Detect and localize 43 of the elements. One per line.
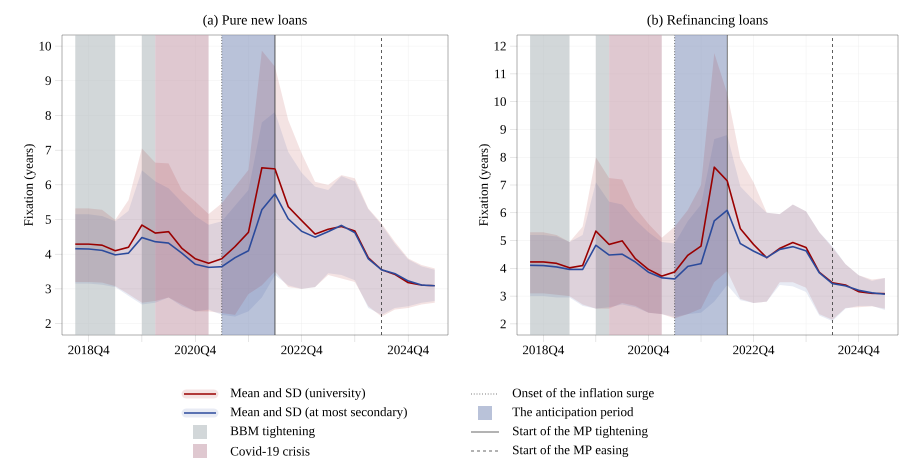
chart-title: (a) Pure new loans bbox=[203, 14, 307, 28]
y-tick-label: 7 bbox=[500, 180, 506, 190]
y-tick-label: 10 bbox=[40, 42, 52, 50]
legend-label: Onset of the inflation surge bbox=[512, 388, 654, 400]
legend-label: Start of the MP easing bbox=[513, 445, 628, 457]
y-tick-label: 6 bbox=[500, 208, 506, 218]
chart-title: (b) Refinancing loans bbox=[647, 14, 768, 28]
y-axis-title: Fixation (years) bbox=[478, 144, 491, 226]
y-tick-label: 12 bbox=[494, 42, 506, 50]
x-tick-label: 2020Q4 bbox=[628, 346, 670, 356]
x-tick-label: 2024Q4 bbox=[838, 346, 880, 356]
y-tick-label: 9 bbox=[45, 76, 51, 86]
y-tick-label: 10 bbox=[494, 97, 506, 106]
legend-label: Covid-19 crisis bbox=[230, 446, 310, 456]
y-tick-label: 8 bbox=[500, 152, 506, 162]
line-series bbox=[74, 193, 436, 287]
x-tick-label: 2022Q4 bbox=[281, 346, 322, 356]
y-tick-label: 7 bbox=[46, 146, 52, 154]
y-tick-label: 6 bbox=[46, 180, 52, 190]
x-tick-label: 2018Q4 bbox=[522, 346, 564, 356]
y-axis-title: Fixation (years) bbox=[24, 144, 36, 226]
legend-label: BBM tightening bbox=[230, 426, 315, 438]
y-tick-label: 9 bbox=[500, 125, 506, 134]
y-tick-label: 8 bbox=[46, 111, 52, 120]
x-tick-label: 2024Q4 bbox=[388, 346, 429, 356]
y-tick-label: 11 bbox=[495, 70, 506, 78]
y-tick-label: 2 bbox=[500, 320, 506, 328]
x-tick-label: 2020Q4 bbox=[174, 346, 216, 356]
y-tick-label: 4 bbox=[45, 250, 52, 258]
y-tick-label: 3 bbox=[46, 284, 51, 294]
x-tick-label: 2018Q4 bbox=[68, 346, 110, 356]
y-tick-label: 4 bbox=[500, 264, 506, 273]
legend-label: Mean and SD (university) bbox=[230, 388, 366, 400]
y-tick-label: 2 bbox=[46, 319, 51, 328]
legend-label: Start of the MP tightening bbox=[513, 426, 648, 438]
y-tick-label: 5 bbox=[500, 236, 506, 245]
x-tick-label: 2022Q4 bbox=[733, 346, 774, 356]
legend-label: Mean and SD (at most secondary) bbox=[230, 407, 407, 419]
line-series bbox=[529, 209, 886, 295]
line-series bbox=[529, 166, 886, 294]
y-tick-label: 3 bbox=[500, 292, 506, 300]
y-tick-label: 5 bbox=[46, 215, 51, 224]
legend-label: The anticipation period bbox=[512, 407, 634, 419]
